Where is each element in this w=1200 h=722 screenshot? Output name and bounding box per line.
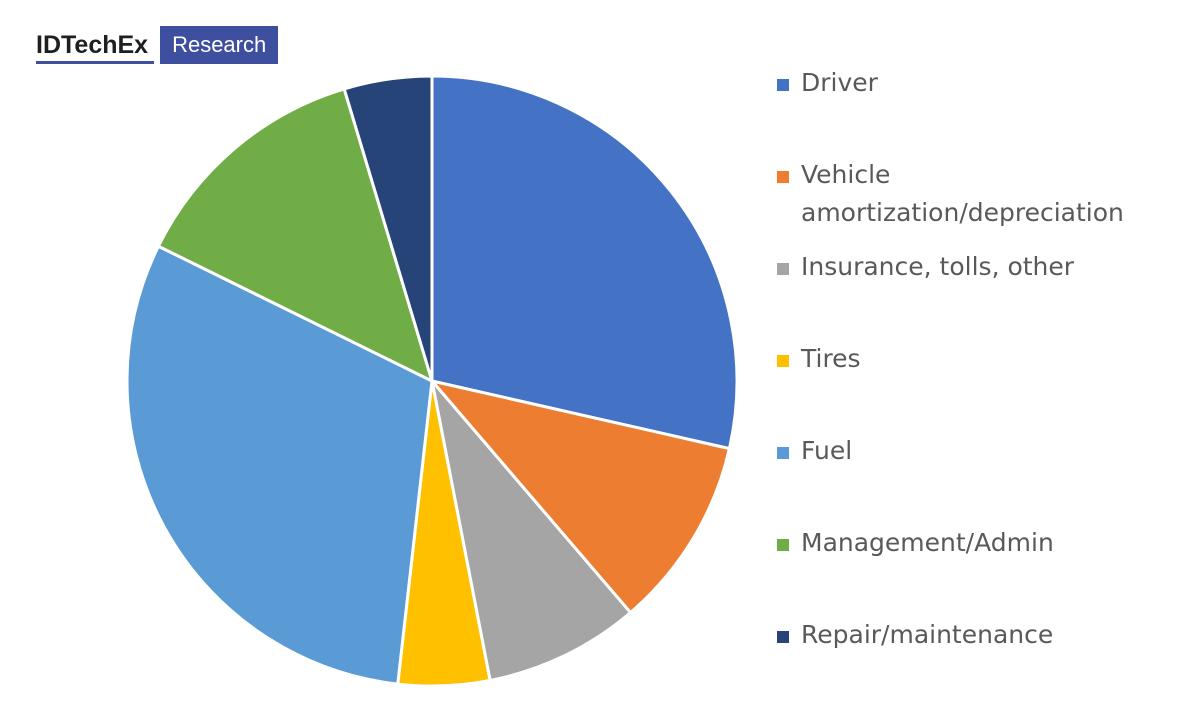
legend-label: Vehicle amortization/depreciation [801, 160, 1124, 227]
legend-item: Fuel [777, 432, 1161, 470]
legend-swatch [777, 355, 789, 367]
legend-item: Insurance, tolls, other [777, 248, 1161, 286]
pie-slice-repair-maintenance [342, 74, 434, 383]
brand-logo: IDTechEx Research [36, 26, 279, 64]
legend-label: Driver [801, 68, 878, 97]
legend-item: Driver [777, 64, 1161, 102]
legend-swatch [777, 79, 789, 91]
pie-slice-driver [430, 74, 739, 451]
legend-item: Vehicle amortization/depreciation [777, 156, 1161, 232]
legend-swatch [777, 539, 789, 551]
legend-label: Repair/maintenance [801, 620, 1054, 649]
legend-swatch [777, 171, 789, 183]
brand-name: IDTechEx [36, 26, 155, 64]
legend-label: Fuel [801, 436, 853, 465]
legend-swatch [777, 631, 789, 643]
legend-label: Management/Admin [801, 528, 1054, 557]
legend-label: Tires [801, 344, 861, 373]
pie-slice-fuel [125, 244, 434, 686]
legend-swatch [777, 447, 789, 459]
legend-swatch [777, 263, 789, 275]
brand-badge: Research [160, 26, 279, 64]
legend-item: Repair/maintenance [777, 616, 1161, 654]
pie-slice-vehicle-amortization-depreciation [430, 379, 731, 615]
legend-item: Management/Admin [777, 524, 1161, 562]
pie-chart [125, 74, 739, 688]
pie-slice-insurance-tolls-other [430, 379, 632, 682]
legend-label: Insurance, tolls, other [801, 252, 1075, 281]
legend-item: Tires [777, 340, 1161, 378]
pie-slice-management-admin [156, 87, 434, 383]
